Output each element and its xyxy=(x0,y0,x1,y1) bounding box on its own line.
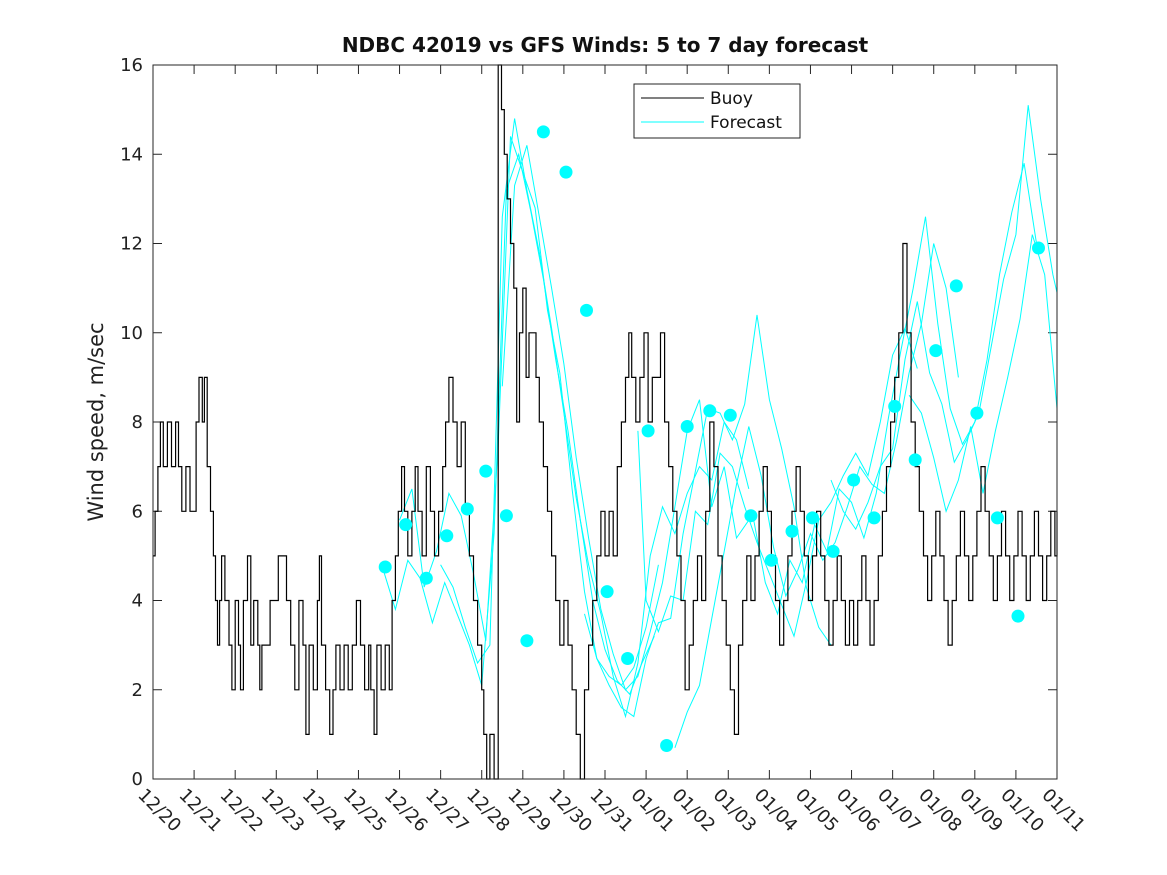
forecast-point xyxy=(460,502,474,516)
y-axis-label: Wind speed, m/sec xyxy=(84,322,108,521)
forecast-markers xyxy=(378,125,1045,752)
forecast-point xyxy=(378,560,392,574)
forecast-point xyxy=(806,511,819,525)
forecast-point xyxy=(888,399,902,413)
forecast-point xyxy=(929,344,943,358)
axes-background xyxy=(153,65,1057,779)
forecast-point xyxy=(744,509,758,523)
y-tick-label: 2 xyxy=(132,680,143,701)
y-axis-ticks: 0 2 4 6 8 10 12 14 16 xyxy=(120,55,1057,790)
y-tick-label: 16 xyxy=(120,55,143,76)
forecast-point xyxy=(1011,609,1025,623)
forecast-point xyxy=(479,464,493,478)
forecast-point xyxy=(703,404,717,418)
forecast-point xyxy=(723,408,737,422)
forecast-point xyxy=(1032,241,1045,255)
y-tick-label: 0 xyxy=(132,769,143,790)
forecast-point xyxy=(764,553,778,567)
forecast-point xyxy=(621,652,635,665)
forecast-point xyxy=(867,511,881,525)
forecast-point xyxy=(419,571,433,585)
forecast-point xyxy=(499,509,513,523)
forecast-point xyxy=(559,165,573,179)
forecast-line xyxy=(440,118,750,719)
y-tick-label: 4 xyxy=(132,591,143,612)
forecast-line xyxy=(399,136,659,687)
forecast-point xyxy=(949,279,963,293)
forecast-line xyxy=(501,145,750,691)
forecast-point xyxy=(908,453,922,467)
y-tick-label: 14 xyxy=(120,144,143,165)
forecast-point xyxy=(520,634,534,648)
forecast-point xyxy=(847,473,861,487)
y-tick-label: 6 xyxy=(132,501,143,522)
forecast-point xyxy=(826,544,840,558)
axes-frame xyxy=(152,64,1058,780)
y-tick-label: 8 xyxy=(132,412,143,433)
forecast-point xyxy=(580,303,593,317)
legend-label-buoy: Buoy xyxy=(710,89,753,109)
y-tick-label: 10 xyxy=(120,323,143,344)
buoy-series xyxy=(153,64,1058,780)
forecast-line xyxy=(382,152,655,696)
y-tick-label: 12 xyxy=(120,234,143,255)
legend-box xyxy=(633,83,801,139)
forecast-point xyxy=(399,518,413,532)
forecast-point xyxy=(680,420,694,433)
forecast-point xyxy=(536,125,550,139)
forecast-line xyxy=(830,105,1058,531)
legend-label-forecast: Forecast xyxy=(710,113,782,133)
forecast-line xyxy=(908,234,1058,513)
buoy-line xyxy=(153,64,1058,780)
forecast-point xyxy=(785,524,799,538)
forecast-point xyxy=(990,511,1004,525)
forecast-point xyxy=(600,585,614,599)
forecast-point xyxy=(970,406,984,420)
forecast-point xyxy=(660,739,674,752)
forecast-point xyxy=(440,529,454,543)
legend: Buoy Forecast xyxy=(633,83,801,139)
forecast-point xyxy=(641,424,655,438)
chart-title: NDBC 42019 vs GFS Winds: 5 to 7 day fore… xyxy=(342,33,869,57)
